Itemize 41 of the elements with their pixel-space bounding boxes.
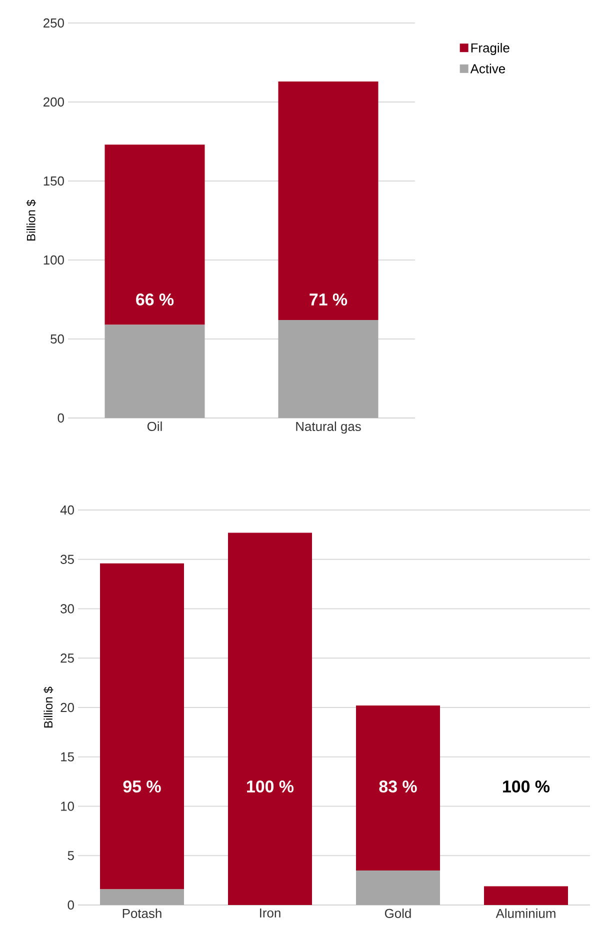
y-tick-label: 40 (60, 505, 74, 515)
y-tick-label: 5 (68, 851, 74, 860)
y-tick-label: 0 (68, 900, 74, 910)
y-tick-label: 10 (61, 802, 74, 811)
annotation: 95 % (123, 780, 161, 792)
bar (278, 81, 378, 320)
y-axis-title: Billion $ (44, 686, 54, 728)
bar (100, 563, 184, 890)
bar (484, 886, 568, 905)
annotation: 100 % (247, 780, 294, 792)
x-tick-label: Aluminium (496, 908, 556, 918)
y-tick-label: 150 (44, 176, 64, 186)
y-tick-label: 0 (58, 413, 64, 423)
annotation: 100 % (503, 780, 550, 792)
bar (100, 889, 184, 905)
annotation: 71 % (310, 294, 348, 306)
x-tick-label: Oil (147, 422, 162, 432)
bar (278, 320, 378, 418)
y-tick-label: 50 (50, 334, 64, 344)
y-tick-label: 250 (44, 18, 64, 28)
x-tick-label: Iron (260, 908, 280, 918)
annotation: 83 % (379, 780, 417, 793)
annotation: 66 % (136, 293, 174, 306)
bar (104, 144, 205, 325)
legend-label: Active (470, 64, 506, 74)
bar (356, 870, 440, 905)
y-tick-label: 25 (60, 654, 74, 663)
bar (104, 324, 205, 418)
bar (356, 706, 440, 870)
y-tick-label: 30 (60, 604, 74, 614)
legend-label: Fragile (471, 42, 510, 56)
y-axis-title: Billion $ (26, 200, 36, 240)
y-tick-label: 20 (60, 702, 74, 712)
y-tick-label: 100 (44, 255, 64, 265)
y-tick-label: 200 (44, 97, 64, 107)
x-tick-label: Potash (122, 908, 162, 918)
bar (228, 532, 312, 905)
y-tick-label: 15 (61, 752, 74, 762)
y-tick-label: 35 (60, 554, 74, 564)
x-tick-label: Natural gas (296, 422, 361, 434)
x-tick-label: Gold (384, 908, 411, 918)
